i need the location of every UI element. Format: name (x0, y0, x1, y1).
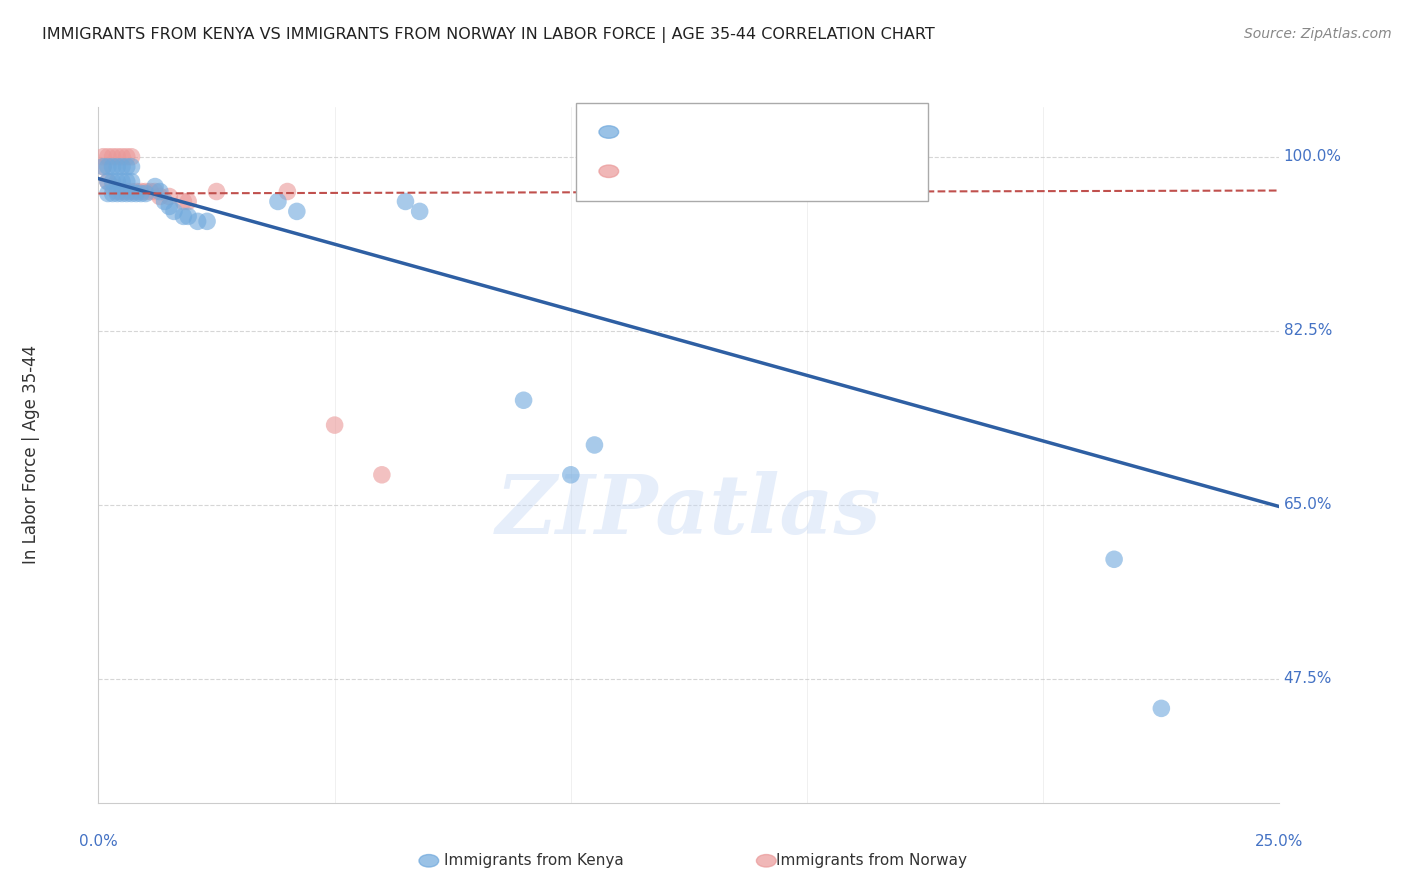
Point (157, 189, 180, 203)
Point (115, 186, 138, 201)
Point (177, 194, 200, 209)
Point (115, 160, 138, 174)
Point (91, 160, 114, 174)
Point (129, 185, 152, 199)
Point (105, 160, 128, 174)
Point (111, 175, 134, 189)
Text: -0.509: -0.509 (679, 123, 738, 141)
Point (121, 185, 143, 199)
Point (371, 467, 394, 482)
Point (143, 179, 166, 194)
Point (276, 185, 298, 199)
Point (101, 175, 124, 189)
Point (111, 160, 134, 174)
Point (149, 185, 172, 199)
Point (560, 467, 582, 482)
Text: In Labor Force | Age 35-44: In Labor Force | Age 35-44 (22, 345, 39, 565)
Point (135, 186, 157, 201)
Point (1150, 701, 1173, 715)
Point (105, 186, 128, 201)
Point (157, 199, 180, 213)
Text: 65.0%: 65.0% (1284, 497, 1331, 512)
Point (101, 179, 124, 194)
Point (105, 150, 128, 164)
Point (97, 175, 120, 189)
Point (177, 210, 200, 224)
Point (149, 189, 172, 203)
Point (129, 186, 152, 201)
Point (583, 438, 606, 452)
Text: 0.0%: 0.0% (79, 834, 118, 849)
Text: 82.5%: 82.5% (1284, 323, 1331, 338)
Point (115, 150, 138, 164)
Point (139, 185, 162, 199)
Point (125, 186, 148, 201)
Point (172, 210, 194, 224)
Point (121, 160, 143, 174)
Point (101, 186, 124, 201)
Text: Immigrants from Kenya: Immigrants from Kenya (444, 854, 624, 868)
Text: 47.5%: 47.5% (1284, 671, 1331, 686)
Text: 0.013: 0.013 (679, 162, 731, 180)
Point (512, 393, 534, 408)
Point (111, 185, 134, 199)
Text: N = 39: N = 39 (780, 123, 842, 141)
Text: R =: R = (628, 162, 659, 180)
Point (121, 150, 143, 164)
Point (323, 418, 346, 433)
Point (121, 175, 143, 189)
Point (101, 150, 124, 164)
Point (105, 175, 128, 189)
Point (101, 160, 124, 174)
Point (153, 194, 176, 209)
Point (121, 186, 143, 201)
Text: ZIPatlas: ZIPatlas (496, 471, 882, 550)
Point (97, 160, 120, 174)
Point (105, 185, 128, 199)
Text: 100.0%: 100.0% (1284, 149, 1341, 164)
Point (172, 194, 194, 209)
Point (115, 175, 138, 189)
Point (394, 194, 416, 209)
Text: R =: R = (628, 123, 659, 141)
Point (115, 185, 138, 199)
Point (125, 185, 148, 199)
Point (97, 175, 120, 189)
Point (135, 185, 157, 199)
Text: Immigrants from Norway: Immigrants from Norway (776, 854, 967, 868)
Text: N = 27: N = 27 (780, 162, 842, 180)
Point (187, 214, 209, 228)
Point (97, 150, 120, 164)
Point (163, 204, 186, 219)
Text: 25.0%: 25.0% (1256, 834, 1303, 849)
Point (111, 150, 134, 164)
Point (408, 204, 430, 219)
Point (91, 160, 114, 174)
Point (195, 214, 218, 228)
Point (1102, 552, 1125, 566)
Point (285, 204, 308, 219)
Point (267, 194, 290, 209)
Text: Source: ZipAtlas.com: Source: ZipAtlas.com (1244, 27, 1392, 41)
Point (205, 185, 228, 199)
Point (97, 186, 120, 201)
Point (111, 186, 134, 201)
Text: IMMIGRANTS FROM KENYA VS IMMIGRANTS FROM NORWAY IN LABOR FORCE | AGE 35-44 CORRE: IMMIGRANTS FROM KENYA VS IMMIGRANTS FROM… (42, 27, 935, 43)
Point (143, 185, 166, 199)
Point (91, 150, 114, 164)
